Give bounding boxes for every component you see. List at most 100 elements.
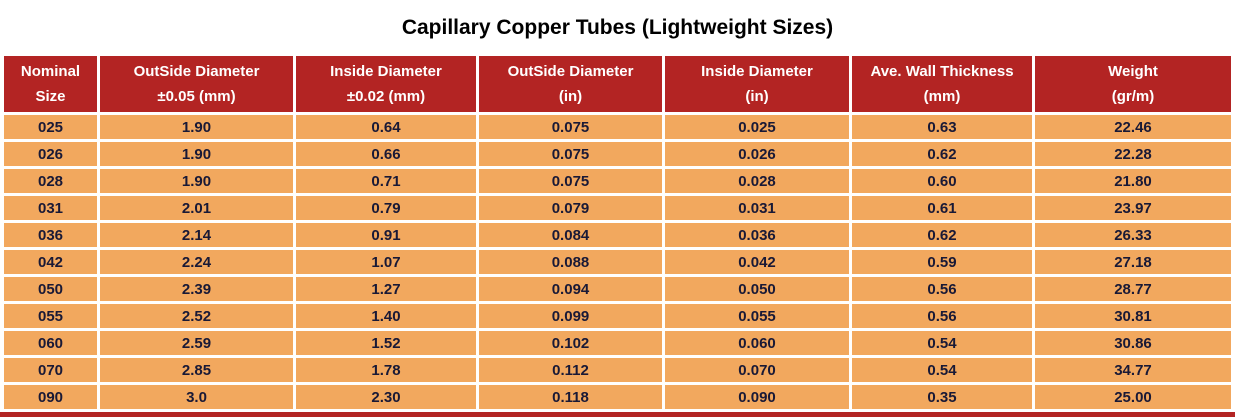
table-cell: 1.78 bbox=[296, 358, 476, 382]
table-cell: 0.102 bbox=[479, 331, 662, 355]
header-line-1: Nominal bbox=[20, 63, 81, 80]
table-cell: 070 bbox=[4, 358, 97, 382]
header-cell-wall-thickness: Ave. Wall Thickness (mm) bbox=[852, 56, 1032, 112]
table-cell: 0.61 bbox=[852, 196, 1032, 220]
table-cell: 0.026 bbox=[665, 142, 849, 166]
table-cell: 0.71 bbox=[296, 169, 476, 193]
table-cell: 060 bbox=[4, 331, 97, 355]
table-cell: 2.01 bbox=[100, 196, 293, 220]
table-cell: 1.90 bbox=[100, 169, 293, 193]
table-cell: 090 bbox=[4, 385, 97, 409]
table-cell: 34.77 bbox=[1035, 358, 1231, 382]
page-title: Capillary Copper Tubes (Lightweight Size… bbox=[401, 16, 834, 39]
table-cell: 1.07 bbox=[296, 250, 476, 274]
table-cell: 1.90 bbox=[100, 142, 293, 166]
table-cell: 0.050 bbox=[665, 277, 849, 301]
table-cell: 2.39 bbox=[100, 277, 293, 301]
table-cell: 0.028 bbox=[665, 169, 849, 193]
table-cell: 0.070 bbox=[665, 358, 849, 382]
header-line-1: OutSide Diameter bbox=[507, 63, 634, 80]
table-cell: 2.52 bbox=[100, 304, 293, 328]
table-cell: 0.075 bbox=[479, 169, 662, 193]
table-cell: 1.90 bbox=[100, 115, 293, 139]
table-cell: 27.18 bbox=[1035, 250, 1231, 274]
header-cell-nominal-size: Nominal Size bbox=[4, 56, 97, 112]
table-bottom-border bbox=[0, 412, 1235, 417]
table-cell: 0.63 bbox=[852, 115, 1032, 139]
table-cell: 0.54 bbox=[852, 358, 1032, 382]
table-cell: 25.00 bbox=[1035, 385, 1231, 409]
table-cell: 0.35 bbox=[852, 385, 1032, 409]
table-row: 036 2.14 0.91 0.084 0.036 0.62 26.33 bbox=[4, 223, 1231, 247]
table-cell: 0.118 bbox=[479, 385, 662, 409]
table-cell: 0.62 bbox=[852, 223, 1032, 247]
table-cell: 0.59 bbox=[852, 250, 1032, 274]
table-cell: 0.66 bbox=[296, 142, 476, 166]
table-cell: 26.33 bbox=[1035, 223, 1231, 247]
table-cell: 0.036 bbox=[665, 223, 849, 247]
table-cell: 22.28 bbox=[1035, 142, 1231, 166]
header-line-2: (in) bbox=[558, 88, 583, 105]
table-row: 031 2.01 0.79 0.079 0.031 0.61 23.97 bbox=[4, 196, 1231, 220]
header-cell-inside-diameter-mm: Inside Diameter ±0.02 (mm) bbox=[296, 56, 476, 112]
table-cell: 025 bbox=[4, 115, 97, 139]
table-cell: 0.031 bbox=[665, 196, 849, 220]
table-cell: 0.094 bbox=[479, 277, 662, 301]
header-line-1: Inside Diameter bbox=[330, 63, 442, 80]
header-line-2: ±0.05 (mm) bbox=[157, 88, 236, 105]
table-row: 055 2.52 1.40 0.099 0.055 0.56 30.81 bbox=[4, 304, 1231, 328]
table-cell: 055 bbox=[4, 304, 97, 328]
table-cell: 2.30 bbox=[296, 385, 476, 409]
table-cell: 0.025 bbox=[665, 115, 849, 139]
header-line-2: (gr/m) bbox=[1111, 88, 1155, 105]
header-cell-inside-diameter-in: Inside Diameter (in) bbox=[665, 56, 849, 112]
table-cell: 3.0 bbox=[100, 385, 293, 409]
table-cell: 0.91 bbox=[296, 223, 476, 247]
table-cell: 0.075 bbox=[479, 115, 662, 139]
table-cell: 0.075 bbox=[479, 142, 662, 166]
table-cell: 30.81 bbox=[1035, 304, 1231, 328]
table-cell: 28.77 bbox=[1035, 277, 1231, 301]
header-cell-weight: Weight (gr/m) bbox=[1035, 56, 1231, 112]
table-cell: 0.079 bbox=[479, 196, 662, 220]
header-line-1: Ave. Wall Thickness bbox=[870, 63, 1014, 80]
header-line-2: (in) bbox=[745, 88, 769, 105]
table-row: 028 1.90 0.71 0.075 0.028 0.60 21.80 bbox=[4, 169, 1231, 193]
table-cell: 031 bbox=[4, 196, 97, 220]
table-row: 042 2.24 1.07 0.088 0.042 0.59 27.18 bbox=[4, 250, 1231, 274]
table-cell: 0.60 bbox=[852, 169, 1032, 193]
header-cell-outside-diameter-in: OutSide Diameter (in) bbox=[479, 56, 662, 112]
table-row: 090 3.0 2.30 0.118 0.090 0.35 25.00 bbox=[4, 385, 1231, 409]
table-cell: 0.084 bbox=[479, 223, 662, 247]
header-line-2: (mm) bbox=[923, 88, 961, 105]
table-cell: 050 bbox=[4, 277, 97, 301]
table-row: 026 1.90 0.66 0.075 0.026 0.62 22.28 bbox=[4, 142, 1231, 166]
table-cell: 0.79 bbox=[296, 196, 476, 220]
header-cell-outside-diameter-mm: OutSide Diameter ±0.05 (mm) bbox=[100, 56, 293, 112]
table-cell: 036 bbox=[4, 223, 97, 247]
table-cell: 21.80 bbox=[1035, 169, 1231, 193]
table-cell: 0.090 bbox=[665, 385, 849, 409]
table-cell: 23.97 bbox=[1035, 196, 1231, 220]
table-cell: 0.54 bbox=[852, 331, 1032, 355]
table-row: 050 2.39 1.27 0.094 0.050 0.56 28.77 bbox=[4, 277, 1231, 301]
table-cell: 0.64 bbox=[296, 115, 476, 139]
header-line-1: Weight bbox=[1108, 63, 1158, 80]
table-cell: 2.14 bbox=[100, 223, 293, 247]
table-cell: 0.088 bbox=[479, 250, 662, 274]
table-cell: 2.59 bbox=[100, 331, 293, 355]
table-cell: 026 bbox=[4, 142, 97, 166]
table-cell: 1.40 bbox=[296, 304, 476, 328]
table-cell: 30.86 bbox=[1035, 331, 1231, 355]
table-header-row: Nominal Size OutSide Diameter ±0.05 (mm)… bbox=[4, 56, 1231, 112]
table-cell: 0.060 bbox=[665, 331, 849, 355]
table-cell: 0.56 bbox=[852, 277, 1032, 301]
table-cell: 0.055 bbox=[665, 304, 849, 328]
table-cell: 0.62 bbox=[852, 142, 1032, 166]
table-cell: 2.24 bbox=[100, 250, 293, 274]
table-cell: 2.85 bbox=[100, 358, 293, 382]
table-cell: 1.52 bbox=[296, 331, 476, 355]
header-line-1: OutSide Diameter bbox=[133, 63, 260, 80]
header-line-2: Size bbox=[35, 88, 66, 105]
